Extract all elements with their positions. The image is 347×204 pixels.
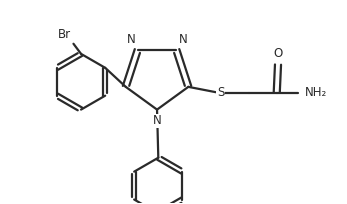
Text: N: N — [179, 33, 188, 46]
Text: NH₂: NH₂ — [305, 86, 328, 99]
Text: N: N — [153, 114, 161, 127]
Text: S: S — [217, 86, 225, 99]
Text: Br: Br — [58, 28, 71, 41]
Text: N: N — [126, 33, 135, 46]
Text: O: O — [273, 47, 283, 60]
